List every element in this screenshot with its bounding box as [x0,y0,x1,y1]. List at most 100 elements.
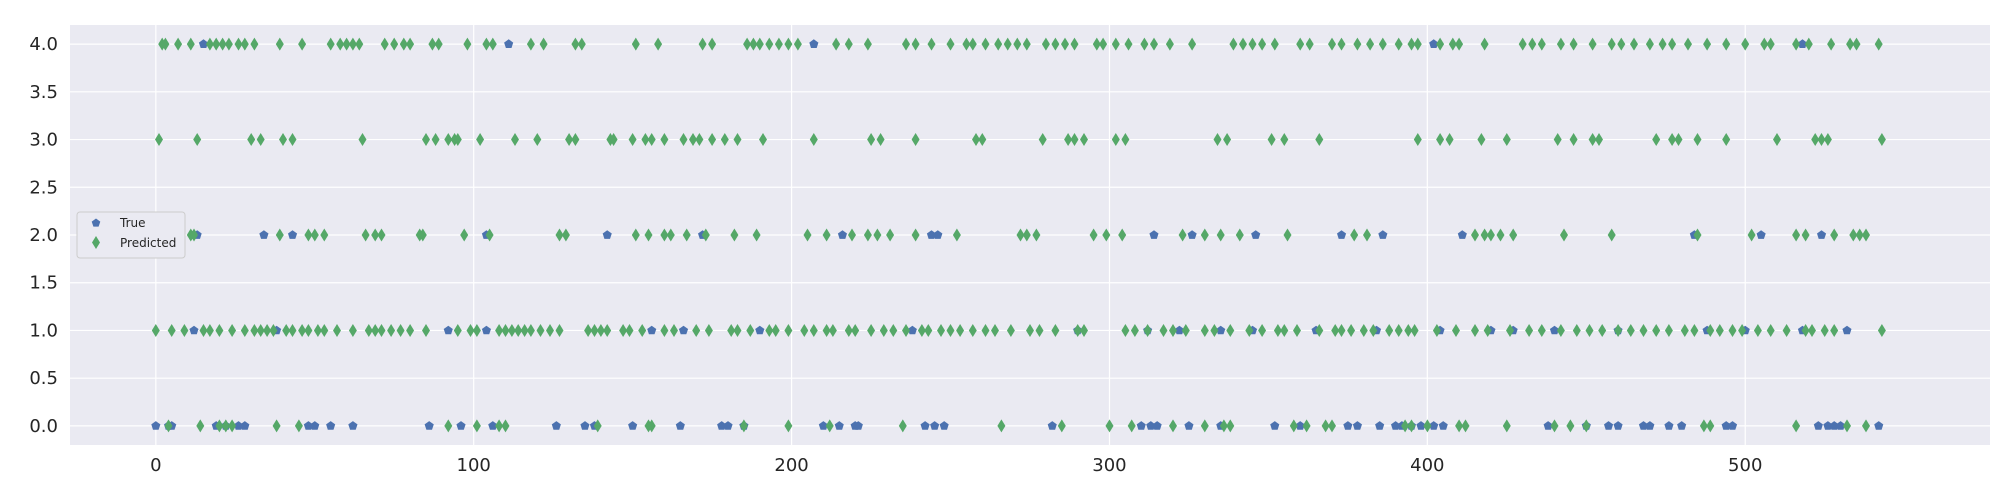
predicted-point [1452,324,1460,337]
predicted-point [1471,324,1479,337]
predicted-point [1569,37,1578,51]
predicted-point [1092,37,1101,51]
predicted-point [1528,37,1537,51]
predicted-point [1645,37,1654,51]
predicted-point [399,37,408,51]
predicted-point [1607,228,1616,242]
predicted-point [1293,324,1301,337]
predicted-point [186,37,195,51]
predicted-point [1598,324,1607,337]
predicted-point [746,324,755,337]
predicted-point [1703,37,1712,51]
predicted-point [774,37,783,51]
predicted-point [1038,133,1047,146]
predicted-point [911,228,920,242]
predicted-point [355,37,364,51]
predicted-point [565,133,574,146]
predicted-point [981,37,990,51]
predicted-point [1506,324,1514,337]
predicted-point [1801,228,1810,242]
predicted-point [1089,228,1098,242]
predicted-point [320,228,329,242]
predicted-point [1165,37,1174,51]
predicted-point [1213,133,1222,146]
predicted-point [1413,133,1422,146]
true-point [1152,421,1162,430]
predicted-point [1150,37,1158,51]
predicted-point [1229,37,1238,51]
true-point [551,421,561,430]
true-point [1352,421,1362,430]
predicted-point [371,324,380,337]
true-point [675,421,685,430]
predicted-point [803,228,812,242]
predicted-point [1410,324,1419,337]
predicted-point [1273,324,1282,337]
predicted-point [269,324,278,337]
predicted-point [1070,37,1079,51]
predicted-point [228,419,237,433]
predicted-point [313,324,322,337]
predicted-point [1461,419,1470,433]
predicted-point [263,324,272,337]
predicted-point [1423,419,1432,433]
predicted-point [962,37,971,51]
predicted-point [1830,228,1839,242]
predicted-point [1607,37,1616,51]
predicted-point [1572,324,1581,337]
predicted-point [972,133,980,146]
predicted-point [488,37,497,51]
x-tick-labels: 0 100 200 300 400 500 [150,455,1762,476]
predicted-point [224,37,233,51]
predicted-point [956,324,965,337]
predicted-point [1003,37,1012,51]
predicted-point [730,228,739,242]
predicted-point [218,37,227,51]
predicted-point [619,324,628,337]
predicted-point [1502,419,1511,433]
true-point [151,421,161,430]
predicted-point [1486,228,1495,242]
predicted-point [1280,324,1289,337]
predicted-point [1738,324,1747,337]
predicted-point [844,37,853,51]
true-point [602,230,612,239]
predicted-point [863,228,872,242]
predicted-point [1556,324,1565,337]
predicted-point [1525,324,1534,337]
predicted-point [660,228,669,242]
predicted-point [631,228,640,242]
predicted-point [784,37,793,51]
true-point [1721,421,1731,430]
predicted-point [1305,37,1314,51]
predicted-point [1210,324,1219,337]
true-point [1813,421,1823,430]
true-point [933,230,943,239]
true-point [1136,421,1146,430]
predicted-point [1070,133,1079,146]
predicted-point [596,324,605,337]
predicted-point [546,324,554,337]
predicted-point [1328,419,1336,433]
predicted-point [396,324,405,337]
true-point [1677,421,1687,430]
predicted-point [1585,324,1594,337]
predicted-point [784,324,793,337]
predicted-point [526,324,535,337]
predicted-point [625,324,634,337]
predicted-point [406,324,415,337]
predicted-point [377,324,386,337]
predicted-point [151,324,160,337]
true-point [1429,421,1439,430]
true-point [1149,230,1159,239]
predicted-point [1169,419,1177,433]
predicted-point [1359,324,1368,337]
predicted-point [708,133,717,146]
legend-predicted-marker [92,236,100,249]
predicted-point [193,133,202,146]
predicted-point [1843,419,1851,433]
predicted-point [867,133,876,146]
predicted-point [1706,419,1715,433]
predicted-point [418,228,427,242]
predicted-point [1550,419,1559,433]
